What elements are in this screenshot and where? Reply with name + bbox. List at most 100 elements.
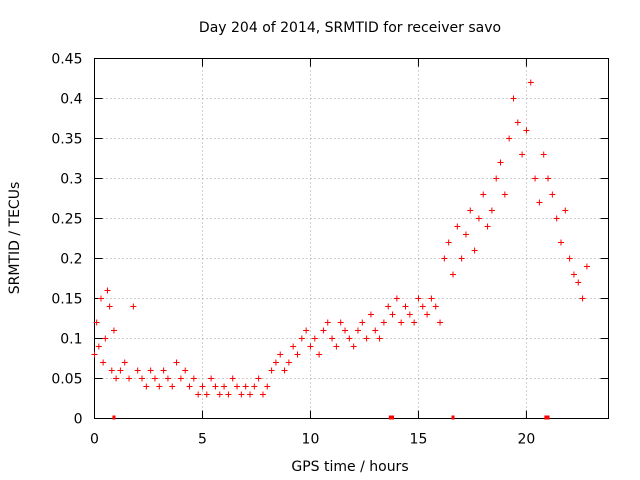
data-point: [91, 351, 98, 358]
data-point: [337, 319, 344, 326]
data-point: [566, 255, 573, 262]
data-point: [169, 383, 176, 390]
data-point: [100, 359, 107, 366]
data-point: [95, 343, 102, 350]
data-points: [91, 79, 590, 398]
data-point: [583, 263, 590, 270]
data-point: [527, 79, 534, 86]
data-point: [110, 327, 117, 334]
data-point: [203, 391, 210, 398]
bottom-marker: [391, 415, 395, 420]
data-point: [316, 351, 323, 358]
data-point: [121, 359, 128, 366]
data-point: [281, 367, 288, 374]
y-tick-labels: 0 0.05 0.1 0.15 0.2 0.25 0.3 0.35 0.4 0.45: [51, 52, 82, 428]
data-point: [126, 375, 133, 382]
bottom-marker: [112, 415, 116, 420]
data-point: [346, 335, 353, 342]
data-point: [177, 375, 184, 382]
data-point: [523, 127, 530, 134]
data-point: [212, 383, 219, 390]
data-point: [385, 303, 392, 310]
grid-lines: [94, 58, 609, 419]
data-point: [251, 383, 258, 390]
data-point: [97, 295, 104, 302]
data-point: [536, 199, 543, 206]
data-point: [134, 367, 141, 374]
x-axis-label: GPS time / hours: [291, 459, 408, 475]
data-point: [441, 255, 448, 262]
chart-title: Day 204 of 2014, SRMTID for receiver sav…: [199, 20, 501, 36]
y-tick-label: 0.2: [60, 252, 82, 268]
data-point: [454, 223, 461, 230]
data-point: [510, 95, 517, 102]
data-point: [139, 375, 146, 382]
data-point: [104, 287, 111, 294]
data-point: [277, 351, 284, 358]
data-point: [298, 335, 305, 342]
data-point: [501, 191, 508, 198]
bottom-marker: [388, 415, 392, 420]
axis-ticks: [94, 58, 609, 419]
data-point: [190, 375, 197, 382]
data-point: [411, 319, 418, 326]
data-point: [497, 159, 504, 166]
data-point: [199, 383, 206, 390]
y-tick-label: 0.45: [51, 52, 82, 68]
data-point: [514, 119, 521, 126]
data-point: [393, 295, 400, 302]
data-point: [108, 367, 115, 374]
data-point: [329, 335, 336, 342]
data-point: [225, 391, 232, 398]
data-point: [519, 151, 526, 158]
data-point: [506, 135, 513, 142]
data-point: [324, 319, 331, 326]
data-point: [208, 375, 215, 382]
data-point: [398, 319, 405, 326]
data-point: [549, 191, 556, 198]
data-point: [342, 327, 349, 334]
data-point: [147, 367, 154, 374]
data-point: [545, 175, 552, 182]
plot-area-frame: [94, 58, 609, 419]
data-point: [290, 343, 297, 350]
data-point: [93, 319, 100, 326]
data-point: [259, 391, 266, 398]
data-point: [182, 367, 189, 374]
bottom-markers: [112, 415, 550, 420]
data-point: [333, 343, 340, 350]
data-point: [106, 303, 113, 310]
data-point: [216, 391, 223, 398]
data-point: [475, 215, 482, 222]
data-point: [415, 295, 422, 302]
data-point: [359, 319, 366, 326]
data-point: [562, 207, 569, 214]
x-tick-label: 0: [90, 432, 99, 448]
data-point: [221, 383, 228, 390]
data-point: [389, 311, 396, 318]
data-point: [493, 175, 500, 182]
data-point: [450, 271, 457, 278]
data-point: [424, 311, 431, 318]
data-point: [160, 367, 167, 374]
bottom-marker: [544, 415, 548, 420]
data-point: [532, 175, 539, 182]
data-point: [467, 207, 474, 214]
data-point: [363, 335, 370, 342]
data-point: [540, 151, 547, 158]
data-point: [285, 359, 292, 366]
data-point: [246, 391, 253, 398]
data-point: [484, 223, 491, 230]
data-point: [570, 271, 577, 278]
data-point: [272, 359, 279, 366]
data-point: [376, 335, 383, 342]
data-point: [307, 343, 314, 350]
data-point: [471, 247, 478, 254]
data-point: [130, 303, 137, 310]
y-tick-label: 0.25: [51, 212, 82, 228]
data-point: [186, 383, 193, 390]
data-point: [488, 207, 495, 214]
y-tick-label: 0: [74, 412, 83, 428]
x-tick-label: 10: [302, 432, 320, 448]
data-point: [255, 375, 262, 382]
